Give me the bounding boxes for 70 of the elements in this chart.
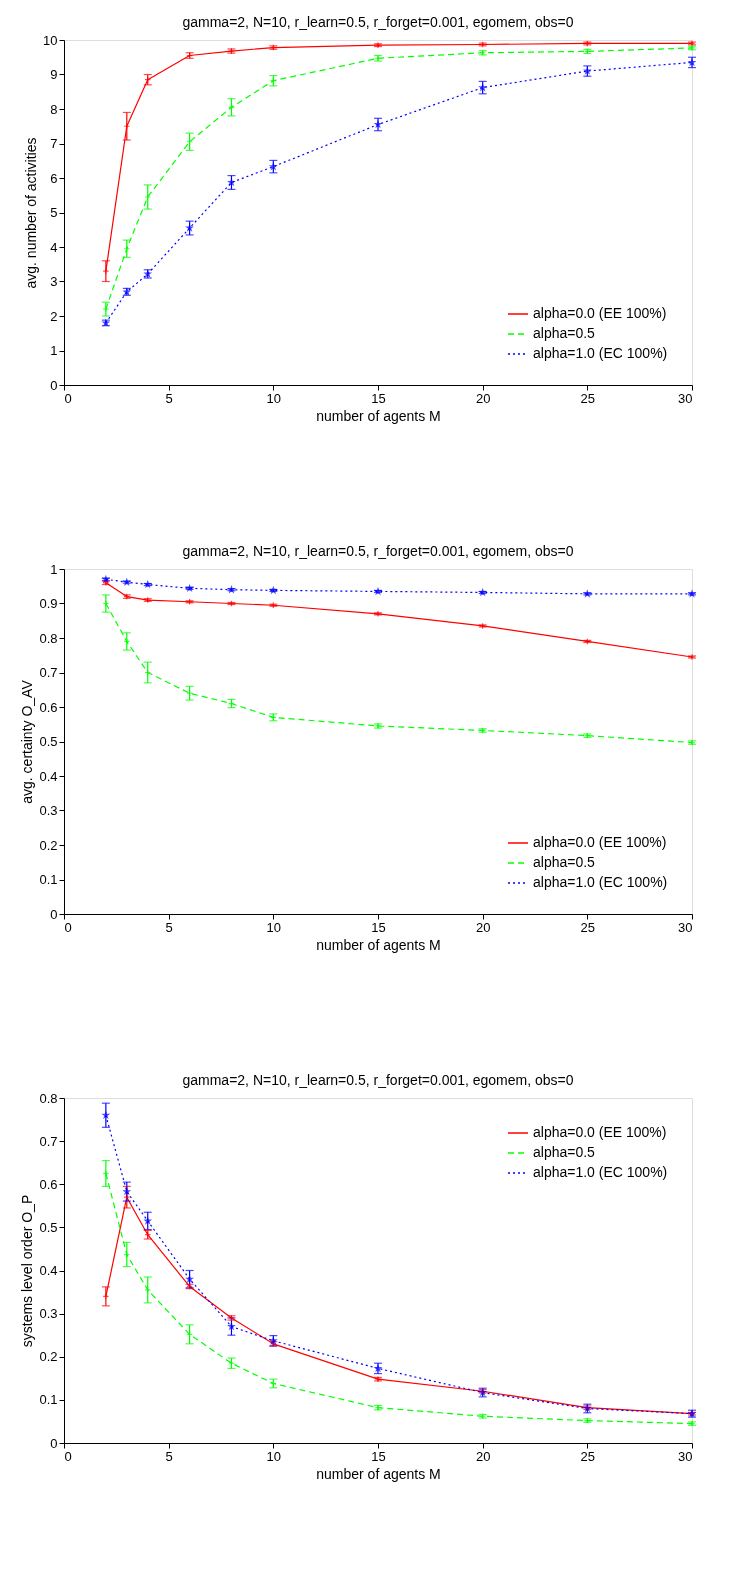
y-tick-label: 6	[50, 170, 58, 186]
y-tick-label: 4	[50, 239, 58, 255]
legend-label: alpha=0.0 (EE 100%)	[533, 834, 667, 850]
x-tick-label: 20	[475, 919, 491, 935]
y-tick-label: 3	[50, 274, 58, 289]
y-tick-label: 0	[50, 1435, 58, 1451]
y-tick-label: 10	[43, 32, 58, 48]
y-tick-label: 0.2	[39, 837, 58, 853]
legend-label: alpha=0.5	[533, 325, 596, 341]
chart-title: gamma=2, N=10, r_learn=0.5, r_forget=0.001, egomem, obs=0	[182, 543, 574, 559]
x-tick-label: 30	[678, 390, 693, 406]
chart-title: gamma=2, N=10, r_learn=0.5, r_forget=0.001, egomem, obs=0	[182, 14, 574, 30]
x-tick-label: 30	[678, 1448, 693, 1464]
x-tick-label: 15	[371, 390, 386, 406]
y-tick-label: 0.7	[39, 1133, 58, 1149]
x-axis-title: number of agents M	[316, 407, 441, 424]
x-tick-label: 10	[266, 1448, 282, 1464]
legend-label: alpha=1.0 (EC 100%)	[533, 345, 668, 361]
y-tick-label: 0.4	[39, 1263, 58, 1278]
y-tick-label: 0.8	[39, 630, 58, 646]
y-tick-label: 7	[50, 136, 58, 151]
legend-label: alpha=0.5	[533, 1144, 596, 1160]
y-tick-label: 0.6	[39, 1176, 58, 1192]
y-axis-title: avg. certainty O_AV	[19, 679, 36, 804]
y-tick-label: 9	[50, 67, 58, 82]
x-tick-label: 20	[475, 1448, 491, 1464]
y-tick-label: 0.8	[39, 1090, 58, 1106]
y-tick-label: 1	[50, 561, 58, 577]
y-tick-label: 0.4	[39, 768, 58, 784]
legend-label: alpha=0.0 (EE 100%)	[533, 1124, 667, 1140]
x-axis-title: number of agents M	[316, 1465, 441, 1482]
x-tick-label: 0	[64, 1448, 72, 1464]
y-tick-label: 5	[50, 205, 58, 220]
x-tick-label: 20	[475, 390, 491, 406]
y-tick-label: 8	[50, 101, 58, 117]
x-tick-label: 30	[678, 919, 693, 935]
y-tick-label: 0.7	[39, 665, 58, 680]
chart-title: gamma=2, N=10, r_learn=0.5, r_forget=0.001, egomem, obs=0	[182, 1072, 574, 1088]
y-tick-label: 0.6	[39, 699, 58, 715]
x-tick-label: 25	[580, 919, 596, 935]
y-tick-label: 1	[50, 343, 58, 358]
x-tick-label: 0	[64, 390, 72, 406]
x-tick-label: 25	[580, 1448, 596, 1464]
legend-label: alpha=0.5	[533, 854, 596, 870]
x-tick-label: 5	[165, 1448, 173, 1464]
legend-label: alpha=0.0 (EE 100%)	[533, 305, 667, 321]
y-tick-label: 0.1	[39, 872, 58, 887]
x-tick-label: 15	[371, 919, 386, 935]
y-tick-label: 0.3	[39, 803, 58, 818]
y-tick-label: 0	[50, 377, 58, 393]
x-tick-label: 10	[266, 919, 282, 935]
y-axis-title: systems level order O_P	[19, 1194, 36, 1348]
y-tick-label: 0.5	[39, 734, 58, 749]
y-tick-label: 0.1	[39, 1392, 58, 1408]
y-tick-label: 2	[50, 308, 58, 324]
x-tick-label: 5	[165, 390, 173, 406]
y-tick-label: 0	[50, 906, 58, 922]
legend-label: alpha=1.0 (EC 100%)	[533, 1164, 668, 1180]
x-axis-title: number of agents M	[316, 936, 441, 953]
y-tick-label: 0.5	[39, 1219, 58, 1235]
legend-label: alpha=1.0 (EC 100%)	[533, 874, 668, 890]
y-tick-label: 0.2	[39, 1349, 58, 1365]
y-tick-label: 0.3	[39, 1306, 58, 1322]
x-tick-label: 10	[266, 390, 282, 406]
y-tick-label: 0.9	[39, 596, 58, 611]
x-tick-label: 5	[165, 919, 173, 935]
y-axis-title: avg. number of activities	[23, 137, 40, 289]
x-tick-label: 0	[64, 919, 72, 935]
x-tick-label: 15	[371, 1448, 386, 1464]
x-tick-label: 25	[580, 390, 596, 406]
